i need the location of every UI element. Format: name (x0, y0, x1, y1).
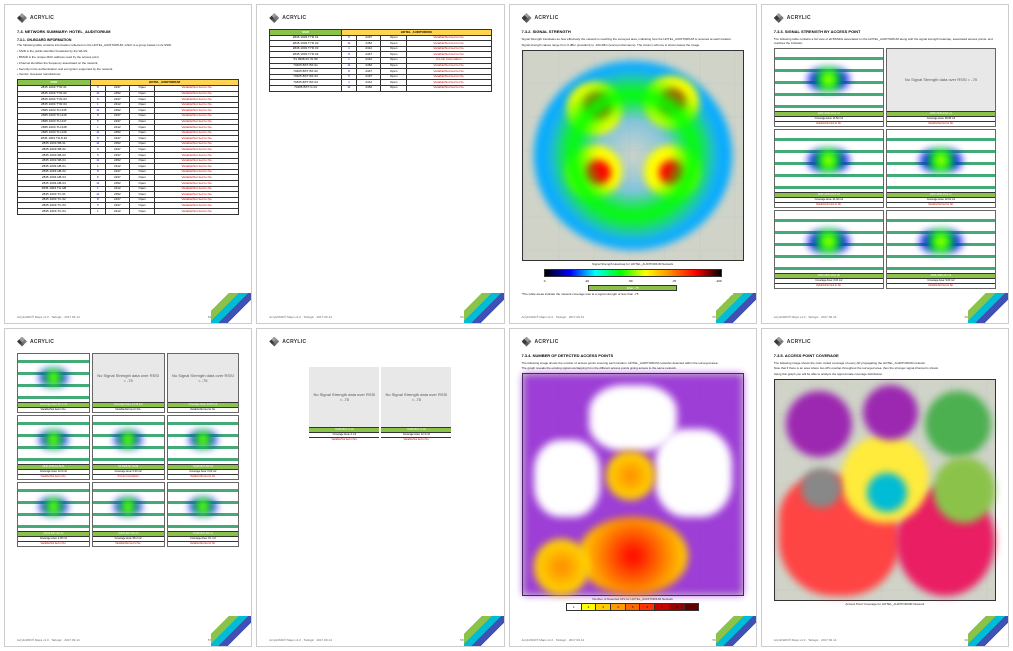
ap-cell: 2845·3345·2TeF·c0Coverage Area: 11.52 m2… (774, 48, 884, 127)
corner-decoration (968, 293, 1008, 323)
intro-text: The following table contains information… (17, 44, 239, 48)
legend-ticks: 0-20-50-70-100 (544, 279, 722, 283)
intro-text: The following image shows the color code… (774, 362, 996, 366)
heatmap-caption: Number of Detected APs for HOTEL_AUDITOR… (522, 598, 744, 602)
page-3: ACRYLIC 7.3.2. SIGNAL STRENGTH Signal St… (509, 4, 757, 324)
heatmap-caption: Signal Strength Heatmap for HOTEL_AUDITO… (522, 263, 744, 267)
section-title: 7.3.2. SIGNAL STRENGTH (522, 29, 744, 34)
section-title: 7.3.4. NUMBER OF DETECTED ACCESS POINTS (522, 353, 744, 358)
corner-decoration (211, 616, 251, 646)
logo: ACRYLIC (774, 13, 996, 23)
table-row: 2845·1003·TC·0412412OpenVariable/Not tie… (18, 209, 239, 215)
page-4: ACRYLIC 7.3.3. SIGNAL STRENGTH BY ACCESS… (761, 4, 1009, 324)
page-title: 7.3. NETWORK SUMMARY: HOTEL_AUDITORIUM (17, 29, 239, 34)
ap-cell: 2845·3345·2TeF·d0Coverage Area: 0.00 m2V… (774, 210, 884, 289)
page-footer: AcrylicWiFi® Maps v1.0 · Tarlogic · 2017… (17, 638, 211, 642)
logo: ACRYLIC (17, 13, 239, 23)
logo: ACRYLIC (17, 337, 239, 347)
logo: ACRYLIC (774, 337, 996, 347)
ap-cell: 53·0908·60·70·80Coverage Area: 0.00 m2D-… (92, 415, 165, 480)
color-legend (544, 269, 722, 277)
ap-cell: 70405·BXT·BX·03Coverage Area: 58.4 m2Var… (92, 482, 165, 547)
corner-decoration (716, 616, 756, 646)
page-footer: AcrylicWiFi® Maps v1.0 · Tarlogic · 2017… (522, 315, 716, 319)
network-table: SSIDHOTEL_AUDITORIUM 2845·1003·TYR·01524… (269, 29, 491, 92)
intro-text-2: The graph reveals the existing signal ov… (522, 367, 744, 371)
section-title: 7.3.5. ACCESS POINT COVERAGE (774, 353, 996, 358)
page-footer: AcrylicWiFi® Maps v1.0 · Tarlogic · 2017… (17, 315, 211, 319)
ap-cell: 2845·3345·2TeF·c8Coverage Area: 21.32 m2… (774, 129, 884, 208)
ap-cell: 2845·3345·5A·B·01Coverage Area: 12.9 m2V… (17, 415, 90, 480)
corner-decoration (464, 616, 504, 646)
page-grid: ACRYLIC 7.3. NETWORK SUMMARY: HOTEL_AUDI… (4, 4, 1009, 647)
corner-decoration (968, 616, 1008, 646)
corner-decoration (211, 293, 251, 323)
logo: ACRYLIC (269, 337, 491, 347)
ap-cell: Coverage Area: 51.7 m2Variable/Not tied … (17, 353, 90, 413)
logo: ACRYLIC (522, 337, 744, 347)
ap-cell: 2845·3345·27c·44Coverage Area: 9.00 m2Va… (886, 210, 996, 289)
network-table: SSIDHOTEL_AUDITORIUM 2845·1003·TYR·01524… (17, 79, 239, 214)
ap-cell: No Signal Strength data over RSSI = -75C… (92, 353, 165, 413)
heatmap-note: *The white areas indicate the network co… (522, 293, 744, 297)
intro-text: The following table contains a list view… (774, 38, 996, 46)
signal-heatmap (522, 50, 744, 262)
corner-decoration (716, 293, 756, 323)
intro-text-2: Note that if there is an area where two … (774, 367, 996, 371)
page-footer: AcrylicWiFi® Maps v1.0 · Tarlogic · 2017… (774, 315, 968, 319)
filter-label: Filter -75 (588, 285, 677, 291)
heatmap-caption: Access Point Coverage for HOTEL_AUDITORI… (774, 603, 996, 607)
intro-text: The following image shows the number of … (522, 362, 744, 366)
page-footer: AcrylicWiFi® Maps v1.0 · Tarlogic · 2017… (269, 638, 463, 642)
page-6: ACRYLIC No Signal Strength data over RSS… (256, 328, 504, 648)
page-8: ACRYLIC 7.3.5. ACCESS POINT COVERAGE The… (761, 328, 1009, 648)
section-title: 7.3.1. ON-BOARD INFORMATION (17, 38, 239, 42)
ap-grid: Coverage Area: 51.7 m2Variable/Not tied … (17, 353, 239, 547)
intro-text-2: Signal strength values range from 0 dBm … (522, 44, 744, 48)
logo: ACRYLIC (522, 13, 744, 23)
page-footer: AcrylicWiFi® Maps v1.0 · Tarlogic · 2017… (522, 638, 716, 642)
corner-decoration (464, 293, 504, 323)
page-1: ACRYLIC 7.3. NETWORK SUMMARY: HOTEL_AUDI… (4, 4, 252, 324)
ap-cell: No Signal Strength data over RSSI = -752… (886, 48, 996, 127)
page-5: ACRYLIC Coverage Area: 51.7 m2Variable/N… (4, 328, 252, 648)
table-row: 70405·BXT·G·01112452OpenVariable/Not tie… (270, 85, 491, 91)
coverage-heatmap (774, 379, 996, 601)
page-footer: AcrylicWiFi® Maps v1.0 · Tarlogic · 2017… (269, 315, 463, 319)
intro-text-3: Using this graph you will be able to ana… (774, 373, 996, 377)
count-legend: 123456789 (566, 603, 699, 611)
ap-cell: 70405·BXT·BX·02Coverage Area: 2.00 m2Var… (17, 482, 90, 547)
bullet-list: • SSID is the public identifier broadcas… (17, 50, 239, 77)
ap-cell: 70405·BXT·BX·01Coverage Area: 0.00 m2Var… (167, 415, 240, 480)
page-footer: AcrylicWiFi® Maps v1.0 · Tarlogic · 2017… (774, 638, 968, 642)
ap-cell: 2845·3345·2TeF·ccCoverage Area: 12.01 m2… (886, 129, 996, 208)
intro-text: Signal Strength translates as how effect… (522, 38, 744, 42)
ap-cell: No Signal Strength data over RSSI = -75C… (167, 353, 240, 413)
page-2: ACRYLIC SSIDHOTEL_AUDITORIUM 2845·1003·T… (256, 4, 504, 324)
ap-grid: 2845·3345·2TeF·c0Coverage Area: 11.52 m2… (774, 48, 996, 289)
ap-grid: No Signal Strength data over RSSI = -757… (269, 367, 491, 442)
ap-cell: 70405·BXT·BX·04Coverage Area: 9.1 m2Vari… (167, 482, 240, 547)
logo: ACRYLIC (269, 13, 491, 23)
section-title: 7.3.3. SIGNAL STRENGTH BY ACCESS POINT (774, 29, 996, 34)
page-7: ACRYLIC 7.3.4. NUMBER OF DETECTED ACCESS… (509, 328, 757, 648)
ap-count-heatmap (522, 373, 744, 595)
